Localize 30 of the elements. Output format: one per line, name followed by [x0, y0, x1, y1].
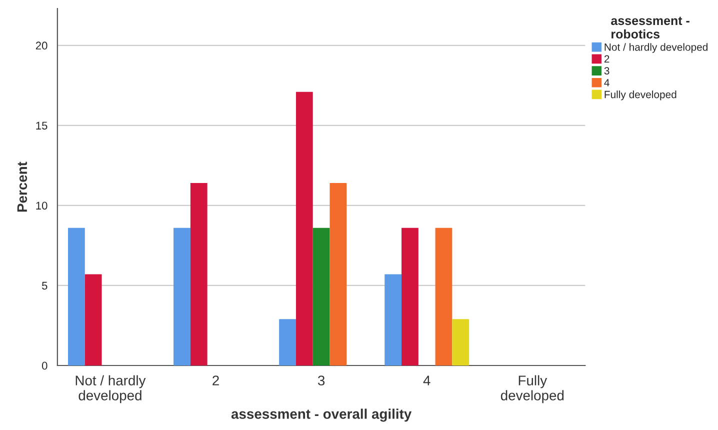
bar	[174, 228, 190, 366]
y-tick-label: 15	[36, 122, 48, 130]
y-tick-label: 0	[42, 362, 48, 370]
x-tick-label: Fully developed	[500, 375, 564, 404]
y-tick-label: 20	[36, 42, 48, 50]
bar	[296, 92, 313, 366]
y-axis-title: Percent	[17, 162, 28, 212]
bar	[452, 319, 470, 366]
legend-label: 3	[604, 67, 610, 74]
y-tick-label: 10	[36, 202, 48, 210]
bar	[190, 183, 208, 366]
legend-label: 2	[604, 55, 610, 63]
bar	[384, 274, 402, 366]
legend-label: Not / hardly developed	[604, 43, 708, 53]
legend-title: assessment - robotics	[611, 16, 690, 39]
x-tick-label: 2	[212, 376, 219, 386]
bar	[330, 183, 347, 366]
bar	[84, 274, 102, 366]
x-axis-title: assessment - overall agility	[231, 408, 412, 422]
bar	[312, 228, 330, 366]
legend-label: 4	[604, 79, 610, 86]
bar	[68, 228, 85, 366]
x-tick-label: 4	[423, 376, 430, 386]
y-tick-label: 5	[42, 282, 48, 290]
x-tick-label: Not / hardly developed	[76, 375, 146, 404]
x-tick-label: 3	[318, 376, 325, 386]
bar	[435, 228, 452, 366]
legend-label: Fully developed	[604, 90, 676, 100]
bar	[279, 319, 296, 366]
bar	[402, 228, 418, 366]
